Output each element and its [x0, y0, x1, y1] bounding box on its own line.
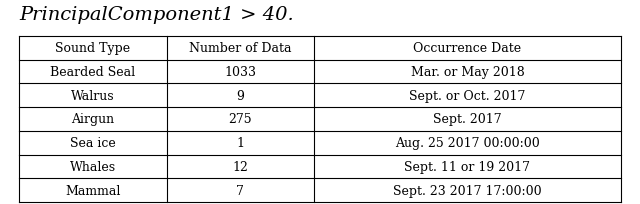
Text: Walrus: Walrus	[71, 89, 115, 102]
Text: Bearded Seal: Bearded Seal	[51, 66, 136, 79]
Text: Sept. or Oct. 2017: Sept. or Oct. 2017	[409, 89, 525, 102]
Text: Sea ice: Sea ice	[70, 136, 116, 149]
Text: 275: 275	[228, 113, 252, 126]
Text: 7: 7	[236, 184, 244, 197]
Text: Sept. 11 or 19 2017: Sept. 11 or 19 2017	[404, 160, 531, 173]
Text: 9: 9	[236, 89, 244, 102]
Text: Airgun: Airgun	[71, 113, 115, 126]
Text: 1033: 1033	[224, 66, 256, 79]
Text: Mammal: Mammal	[65, 184, 120, 197]
Text: Mar. or May 2018: Mar. or May 2018	[410, 66, 524, 79]
Text: Occurrence Date: Occurrence Date	[413, 42, 522, 55]
Text: Number of Data: Number of Data	[189, 42, 292, 55]
Text: PrincipalComponent1 > 40.: PrincipalComponent1 > 40.	[19, 6, 294, 24]
Text: 12: 12	[232, 160, 248, 173]
Text: Sept. 23 2017 17:00:00: Sept. 23 2017 17:00:00	[393, 184, 541, 197]
Text: Aug. 25 2017 00:00:00: Aug. 25 2017 00:00:00	[395, 136, 540, 149]
Text: Whales: Whales	[70, 160, 116, 173]
Text: Sound Type: Sound Type	[55, 42, 131, 55]
Text: 1: 1	[236, 136, 244, 149]
Text: Sept. 2017: Sept. 2017	[433, 113, 502, 126]
